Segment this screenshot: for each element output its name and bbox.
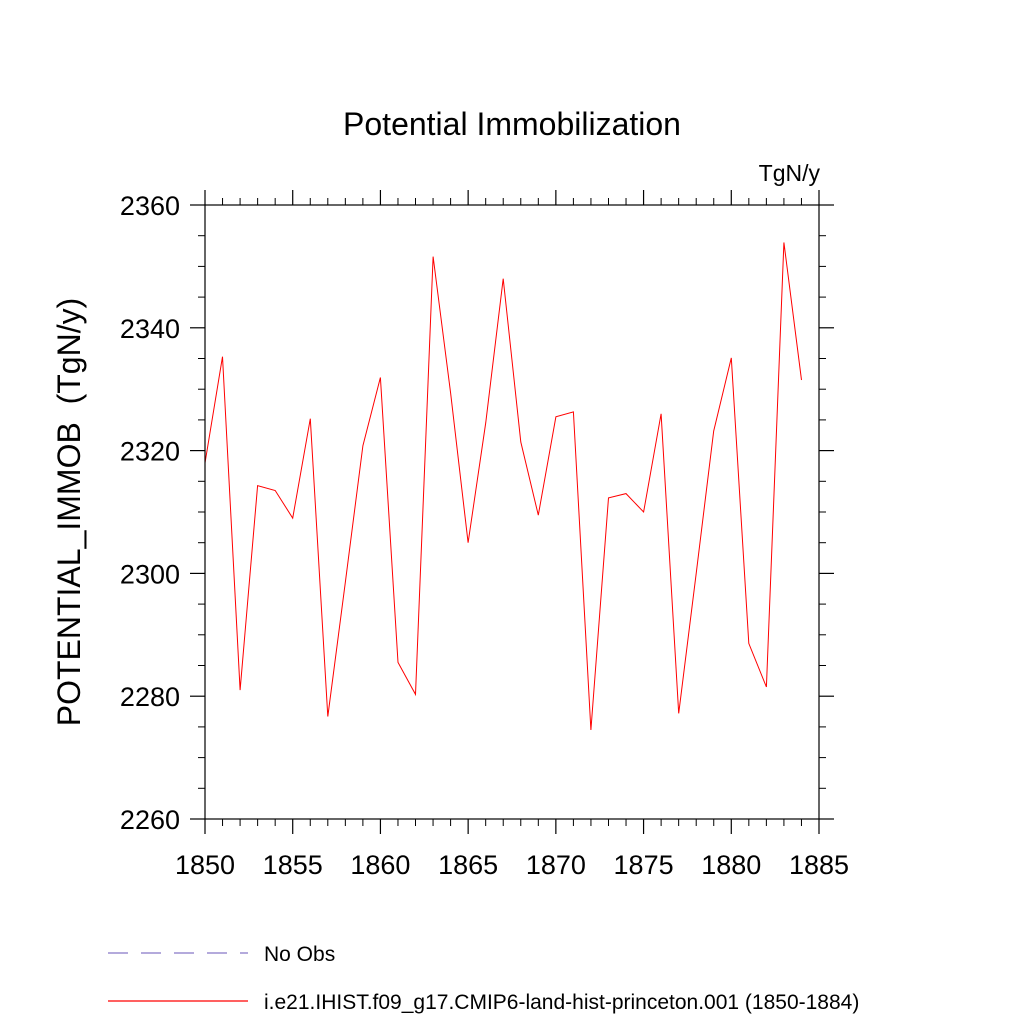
data-point	[449, 391, 452, 394]
x-tick-label: 1885	[789, 850, 849, 880]
legend: No Obs i.e21.IHIST.f09_g17.CMIP6-land-his…	[108, 943, 859, 1014]
data-point	[467, 541, 470, 544]
data-point	[642, 511, 645, 514]
data-point	[484, 421, 487, 424]
y-tick-label: 2300	[120, 559, 180, 589]
data-point	[712, 429, 715, 432]
plot-frame	[204, 204, 820, 820]
x-tick-label: 1875	[614, 850, 674, 880]
data-point	[677, 712, 680, 715]
x-tick-label: 1865	[438, 850, 498, 880]
data-point	[432, 255, 435, 258]
data-point	[361, 444, 364, 447]
units-label: TgN/y	[759, 160, 821, 186]
data-point	[782, 241, 785, 244]
data-point	[660, 412, 663, 415]
data-point	[291, 517, 294, 520]
data-point	[256, 484, 259, 487]
legend-label: No Obs	[264, 943, 335, 966]
y-tick-label: 2320	[120, 437, 180, 467]
x-tick-label: 1880	[701, 850, 761, 880]
data-point	[396, 661, 399, 664]
data-point	[519, 441, 522, 444]
data-point	[572, 410, 575, 413]
x-tick-label: 1855	[263, 850, 323, 880]
chart-title: Potential Immobilization	[343, 106, 681, 142]
data-point	[554, 415, 557, 418]
data-point	[747, 642, 750, 645]
series-line	[204, 242, 802, 731]
data-point	[379, 376, 382, 379]
y-axis-label: POTENTIAL_IMMOB (TgN/y)	[51, 298, 87, 726]
data-point	[502, 277, 505, 280]
data-point	[730, 356, 733, 359]
data-point	[309, 417, 312, 420]
series-layer	[204, 241, 803, 731]
y-tick-label: 2360	[120, 191, 180, 221]
data-point	[537, 514, 540, 517]
data-point	[344, 581, 347, 584]
y-tick-label: 2260	[120, 805, 180, 835]
data-point	[326, 715, 329, 718]
x-tick-label: 1860	[350, 850, 410, 880]
data-point	[274, 489, 277, 492]
data-point	[625, 492, 628, 495]
data-point	[607, 496, 610, 499]
data-point	[695, 572, 698, 575]
y-tick-label: 2280	[120, 682, 180, 712]
data-point	[239, 689, 242, 692]
data-point	[221, 355, 224, 358]
axis-ticks: 1850 1855 1860 1865 1870 1875 1880 1885 2260 2280…	[120, 190, 849, 880]
data-point	[765, 685, 768, 688]
legend-label: i.e21.IHIST.f09_g17.CMIP6-land-hist-prin…	[264, 991, 859, 1014]
y-tick-label: 2340	[120, 314, 180, 344]
data-point	[589, 728, 592, 731]
data-point	[800, 378, 803, 381]
data-point	[414, 693, 417, 696]
x-tick-label: 1850	[175, 850, 235, 880]
x-tick-label: 1870	[526, 850, 586, 880]
